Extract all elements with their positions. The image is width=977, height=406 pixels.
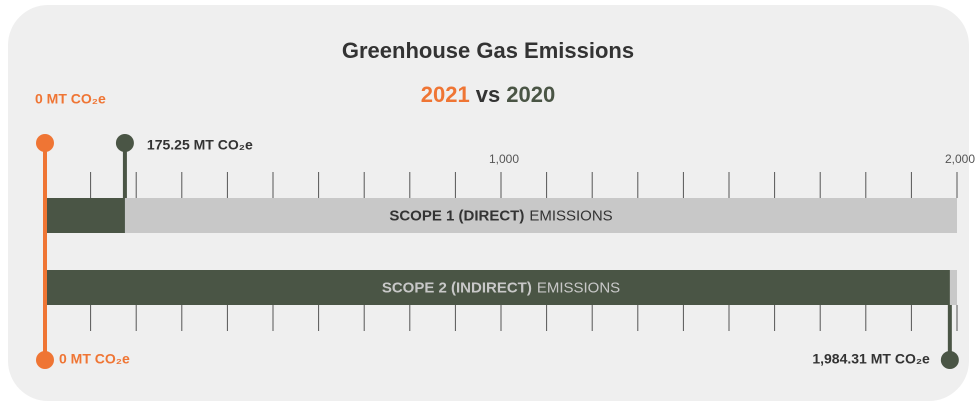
bar [45, 198, 125, 233]
legend-2021: 2021 [421, 82, 470, 107]
value-label: 1,984.31 MT CO₂e [812, 351, 930, 367]
bar [45, 270, 950, 305]
subtitle-joiner: vs [476, 82, 500, 107]
x-tick-label: 1,000 [489, 152, 519, 166]
category-bold: SCOPE 1 (DIRECT) [389, 207, 524, 224]
category-label: SCOPE 2 (INDIRECT) EMISSIONS [382, 279, 620, 296]
track [45, 198, 957, 233]
category-bold: SCOPE 2 (INDIRECT) [382, 279, 532, 296]
chart-subtitle: 2021 vs 2020 [421, 82, 555, 107]
pin-head [36, 134, 54, 152]
pin-head [940, 351, 959, 369]
value-label: 0 MT CO₂e [59, 351, 130, 367]
pin-head [115, 134, 134, 152]
value-label: 175.25 MT CO₂e [147, 137, 253, 153]
category-label: SCOPE 1 (DIRECT) EMISSIONS [389, 207, 612, 224]
category-rest: EMISSIONS [529, 207, 612, 224]
x-tick-label: 2,000 [945, 152, 975, 166]
chart-title: Greenhouse Gas Emissions [342, 38, 634, 63]
legend-2020: 2020 [506, 82, 555, 107]
pin-head [36, 351, 54, 369]
value-label: 0 MT CO₂e [35, 91, 106, 107]
category-rest: EMISSIONS [537, 279, 620, 296]
